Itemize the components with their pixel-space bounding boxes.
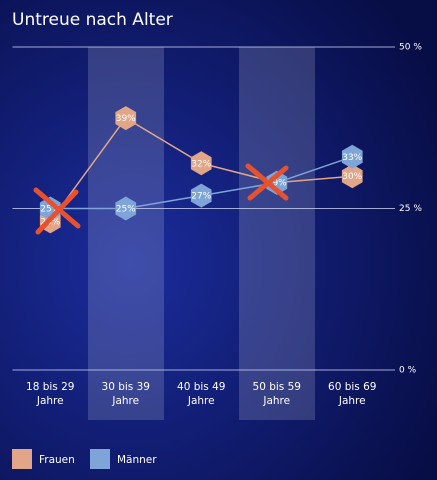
data-label: 29% xyxy=(267,179,287,189)
x-tick-label: 18 bis 29 Jahre xyxy=(26,381,75,407)
point-marker xyxy=(115,106,137,131)
column-shade xyxy=(239,47,315,420)
chart-title: Untreue nach Alter xyxy=(12,10,173,30)
column-shade xyxy=(88,47,164,420)
legend: Frauen Männer xyxy=(12,449,157,469)
y-tick-label: 0 % xyxy=(399,366,417,376)
x-tick-label: 40 bis 49 Jahre xyxy=(177,381,226,407)
point-marker xyxy=(115,196,137,221)
data-label: 25% xyxy=(40,205,60,215)
x-tick-label-text: 30 bis 39 Jahre xyxy=(101,381,150,407)
legend-label: Frauen xyxy=(39,454,75,466)
x-tick-label-text: 40 bis 49 Jahre xyxy=(177,381,226,407)
x-tick-label: 60 bis 69 Jahre xyxy=(328,381,377,407)
x-tick-label-text: 50 bis 59 Jahre xyxy=(252,381,301,407)
plot: 0 % 25 % 50 % 18 bis 29 Jahre 30 bis 39 Jahr… xyxy=(12,43,422,407)
annotation-cross xyxy=(33,163,289,235)
x-tick-label: 50 bis 59 Jahre xyxy=(252,381,301,407)
legend-swatch xyxy=(90,449,110,469)
point-marker xyxy=(341,164,363,189)
x-tick-label-text: 18 bis 29 Jahre xyxy=(26,381,75,407)
x-tick-label: 30 bis 39 Jahre xyxy=(101,381,150,407)
y-tick-label: 25 % xyxy=(399,204,422,214)
data-label: 30% xyxy=(342,172,362,182)
y-tick-label: 50 % xyxy=(399,43,422,53)
data-label: 27% xyxy=(191,192,211,202)
point-marker xyxy=(190,183,212,208)
data-label: 32% xyxy=(191,159,211,169)
legend-label: Männer xyxy=(117,454,157,466)
data-label: 33% xyxy=(342,153,362,163)
data-label: 39% xyxy=(116,114,136,124)
marks: 23%39%32%29%30%25%25%27%29%33% xyxy=(39,106,363,234)
data-label: 25% xyxy=(116,205,136,215)
point-marker xyxy=(341,144,363,169)
legend-swatch xyxy=(12,449,32,469)
point-marker xyxy=(190,151,212,176)
x-tick-label-text: 60 bis 69 Jahre xyxy=(328,381,377,407)
